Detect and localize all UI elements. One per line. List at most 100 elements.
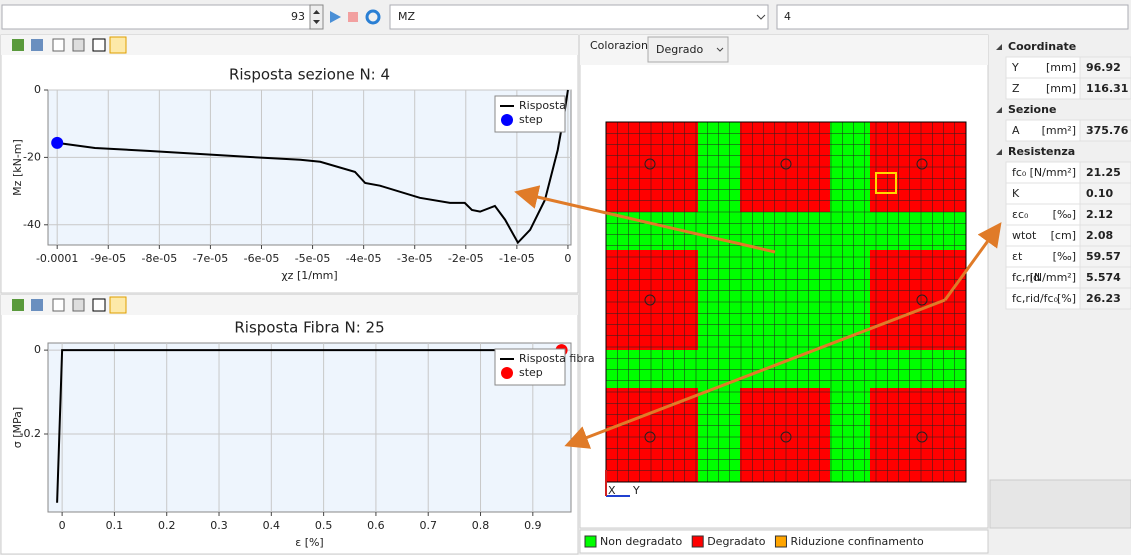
- category-label: Resistenza: [1008, 145, 1075, 158]
- x-tick-label: 0: [564, 252, 571, 265]
- property-value: 116.31: [1086, 82, 1128, 95]
- legend-label: Riduzione confinamento: [790, 535, 924, 548]
- x-tick-label: -3e-05: [397, 252, 433, 265]
- collapse-glyph: [996, 107, 1002, 113]
- annotation-arrows: [514, 185, 1002, 449]
- x-tick-label: -7e-05: [193, 252, 229, 265]
- spin-button[interactable]: [309, 4, 324, 30]
- arrow: [514, 185, 776, 254]
- x-tick-label: -9e-05: [90, 252, 126, 265]
- rebar: [780, 158, 792, 170]
- x-axis-label: χz [1/mm]: [281, 269, 337, 282]
- y-tick-label: 0: [34, 83, 41, 96]
- value-cell: [1079, 77, 1131, 100]
- icon[interactable]: [109, 36, 127, 54]
- property-unit: [N/mm²]: [1030, 166, 1076, 179]
- y-axis-label: Mz [kN-m]: [11, 139, 24, 196]
- property-name: εc₀: [1012, 208, 1029, 221]
- property-value: 0.10: [1086, 187, 1113, 200]
- chart-title: Risposta Fibra N: 25: [234, 319, 384, 337]
- property-unit: [mm²]: [1042, 124, 1076, 137]
- icon[interactable]: [31, 39, 43, 51]
- property-name: fc,rid: [1012, 271, 1040, 284]
- plot-area: [47, 342, 572, 513]
- legend-label: step: [519, 113, 543, 126]
- property-rows: Coordinate Y [mm] 96.92 Z [mm] 116.31 Sezione A […: [990, 37, 1131, 310]
- rebar: [644, 294, 656, 306]
- value-cell: [1079, 287, 1131, 310]
- legend-marker: [501, 114, 513, 126]
- x-tick-label: -0.0001: [36, 252, 78, 265]
- icon[interactable]: [72, 298, 85, 312]
- component-dropdown[interactable]: [389, 4, 769, 30]
- legend-label: Risposta: [519, 99, 566, 112]
- legend-box: [494, 95, 566, 133]
- icon[interactable]: [12, 39, 24, 51]
- y-tick-label: -20: [23, 150, 41, 163]
- legend-label: Degradato: [707, 535, 766, 548]
- axis-y-label: Y: [632, 484, 640, 497]
- rebar: [780, 431, 792, 443]
- legend-label: Risposta fibra: [519, 352, 595, 365]
- category-label: Coordinate: [1008, 40, 1076, 53]
- property-value: 5.574: [1086, 271, 1121, 284]
- axis-x-label: X: [608, 484, 616, 497]
- x-tick-label: -5e-05: [295, 252, 331, 265]
- x-tick-label: 0.8: [472, 519, 490, 532]
- y-tick-label: 0: [34, 343, 41, 356]
- property-name: wtot: [1012, 229, 1037, 242]
- value-cell: [1079, 119, 1131, 142]
- x-tick-label: 0.7: [419, 519, 437, 532]
- stop-button[interactable]: [348, 12, 358, 22]
- category-label: Sezione: [1008, 103, 1056, 116]
- legend-swatch: [691, 535, 704, 548]
- x-tick-label: 0.4: [263, 519, 281, 532]
- plot-area: [47, 89, 572, 246]
- rebar: [916, 431, 928, 443]
- legend-label: Non degradato: [600, 535, 682, 548]
- step-input[interactable]: [1, 4, 311, 30]
- property-value: 375.76: [1086, 124, 1129, 137]
- x-axis-label: ε [%]: [295, 536, 323, 549]
- chart-title: Risposta sezione N: 4: [229, 66, 390, 84]
- x-tick-label: -2e-05: [448, 252, 484, 265]
- icon[interactable]: [12, 299, 24, 311]
- property-unit: [N/mm²]: [1030, 271, 1076, 284]
- property-unit: [‰]: [1053, 250, 1076, 263]
- spin-arrows: [313, 10, 320, 24]
- dropdown-arrow: [756, 14, 766, 20]
- coloring-dropdown[interactable]: [647, 36, 729, 63]
- property-value: 59.57: [1086, 250, 1121, 263]
- mesh-region: [740, 250, 830, 350]
- category-row: [990, 100, 1131, 120]
- icon[interactable]: [109, 296, 127, 314]
- icon[interactable]: [92, 298, 106, 312]
- property-unit: [‰]: [1053, 208, 1076, 221]
- property-value: 2.12: [1086, 208, 1113, 221]
- icon[interactable]: [52, 298, 65, 312]
- y-tick-label: -40: [23, 218, 41, 231]
- property-name: Y: [1011, 61, 1019, 74]
- play-button[interactable]: [330, 11, 341, 23]
- legend-box: [494, 348, 566, 386]
- category-row: [990, 142, 1131, 162]
- x-tick-label: 0.3: [210, 519, 228, 532]
- selected-fiber: [875, 172, 897, 194]
- chart-toolbar: [1, 295, 578, 315]
- property-unit: [mm]: [1046, 61, 1076, 74]
- section-box[interactable]: [776, 4, 1129, 30]
- legend-swatch: [774, 535, 787, 548]
- icon[interactable]: [72, 38, 85, 52]
- property-unit: [mm]: [1046, 82, 1076, 95]
- icon[interactable]: [52, 38, 65, 52]
- property-value: 26.23: [1086, 292, 1121, 305]
- icon[interactable]: [92, 38, 106, 52]
- mesh-border: [605, 121, 967, 483]
- step-value: 93: [291, 10, 305, 23]
- property-name: K: [1012, 187, 1020, 200]
- arrow: [943, 222, 1002, 301]
- refresh-button[interactable]: [365, 9, 381, 25]
- icon[interactable]: [31, 299, 43, 311]
- response-line: [56, 349, 562, 503]
